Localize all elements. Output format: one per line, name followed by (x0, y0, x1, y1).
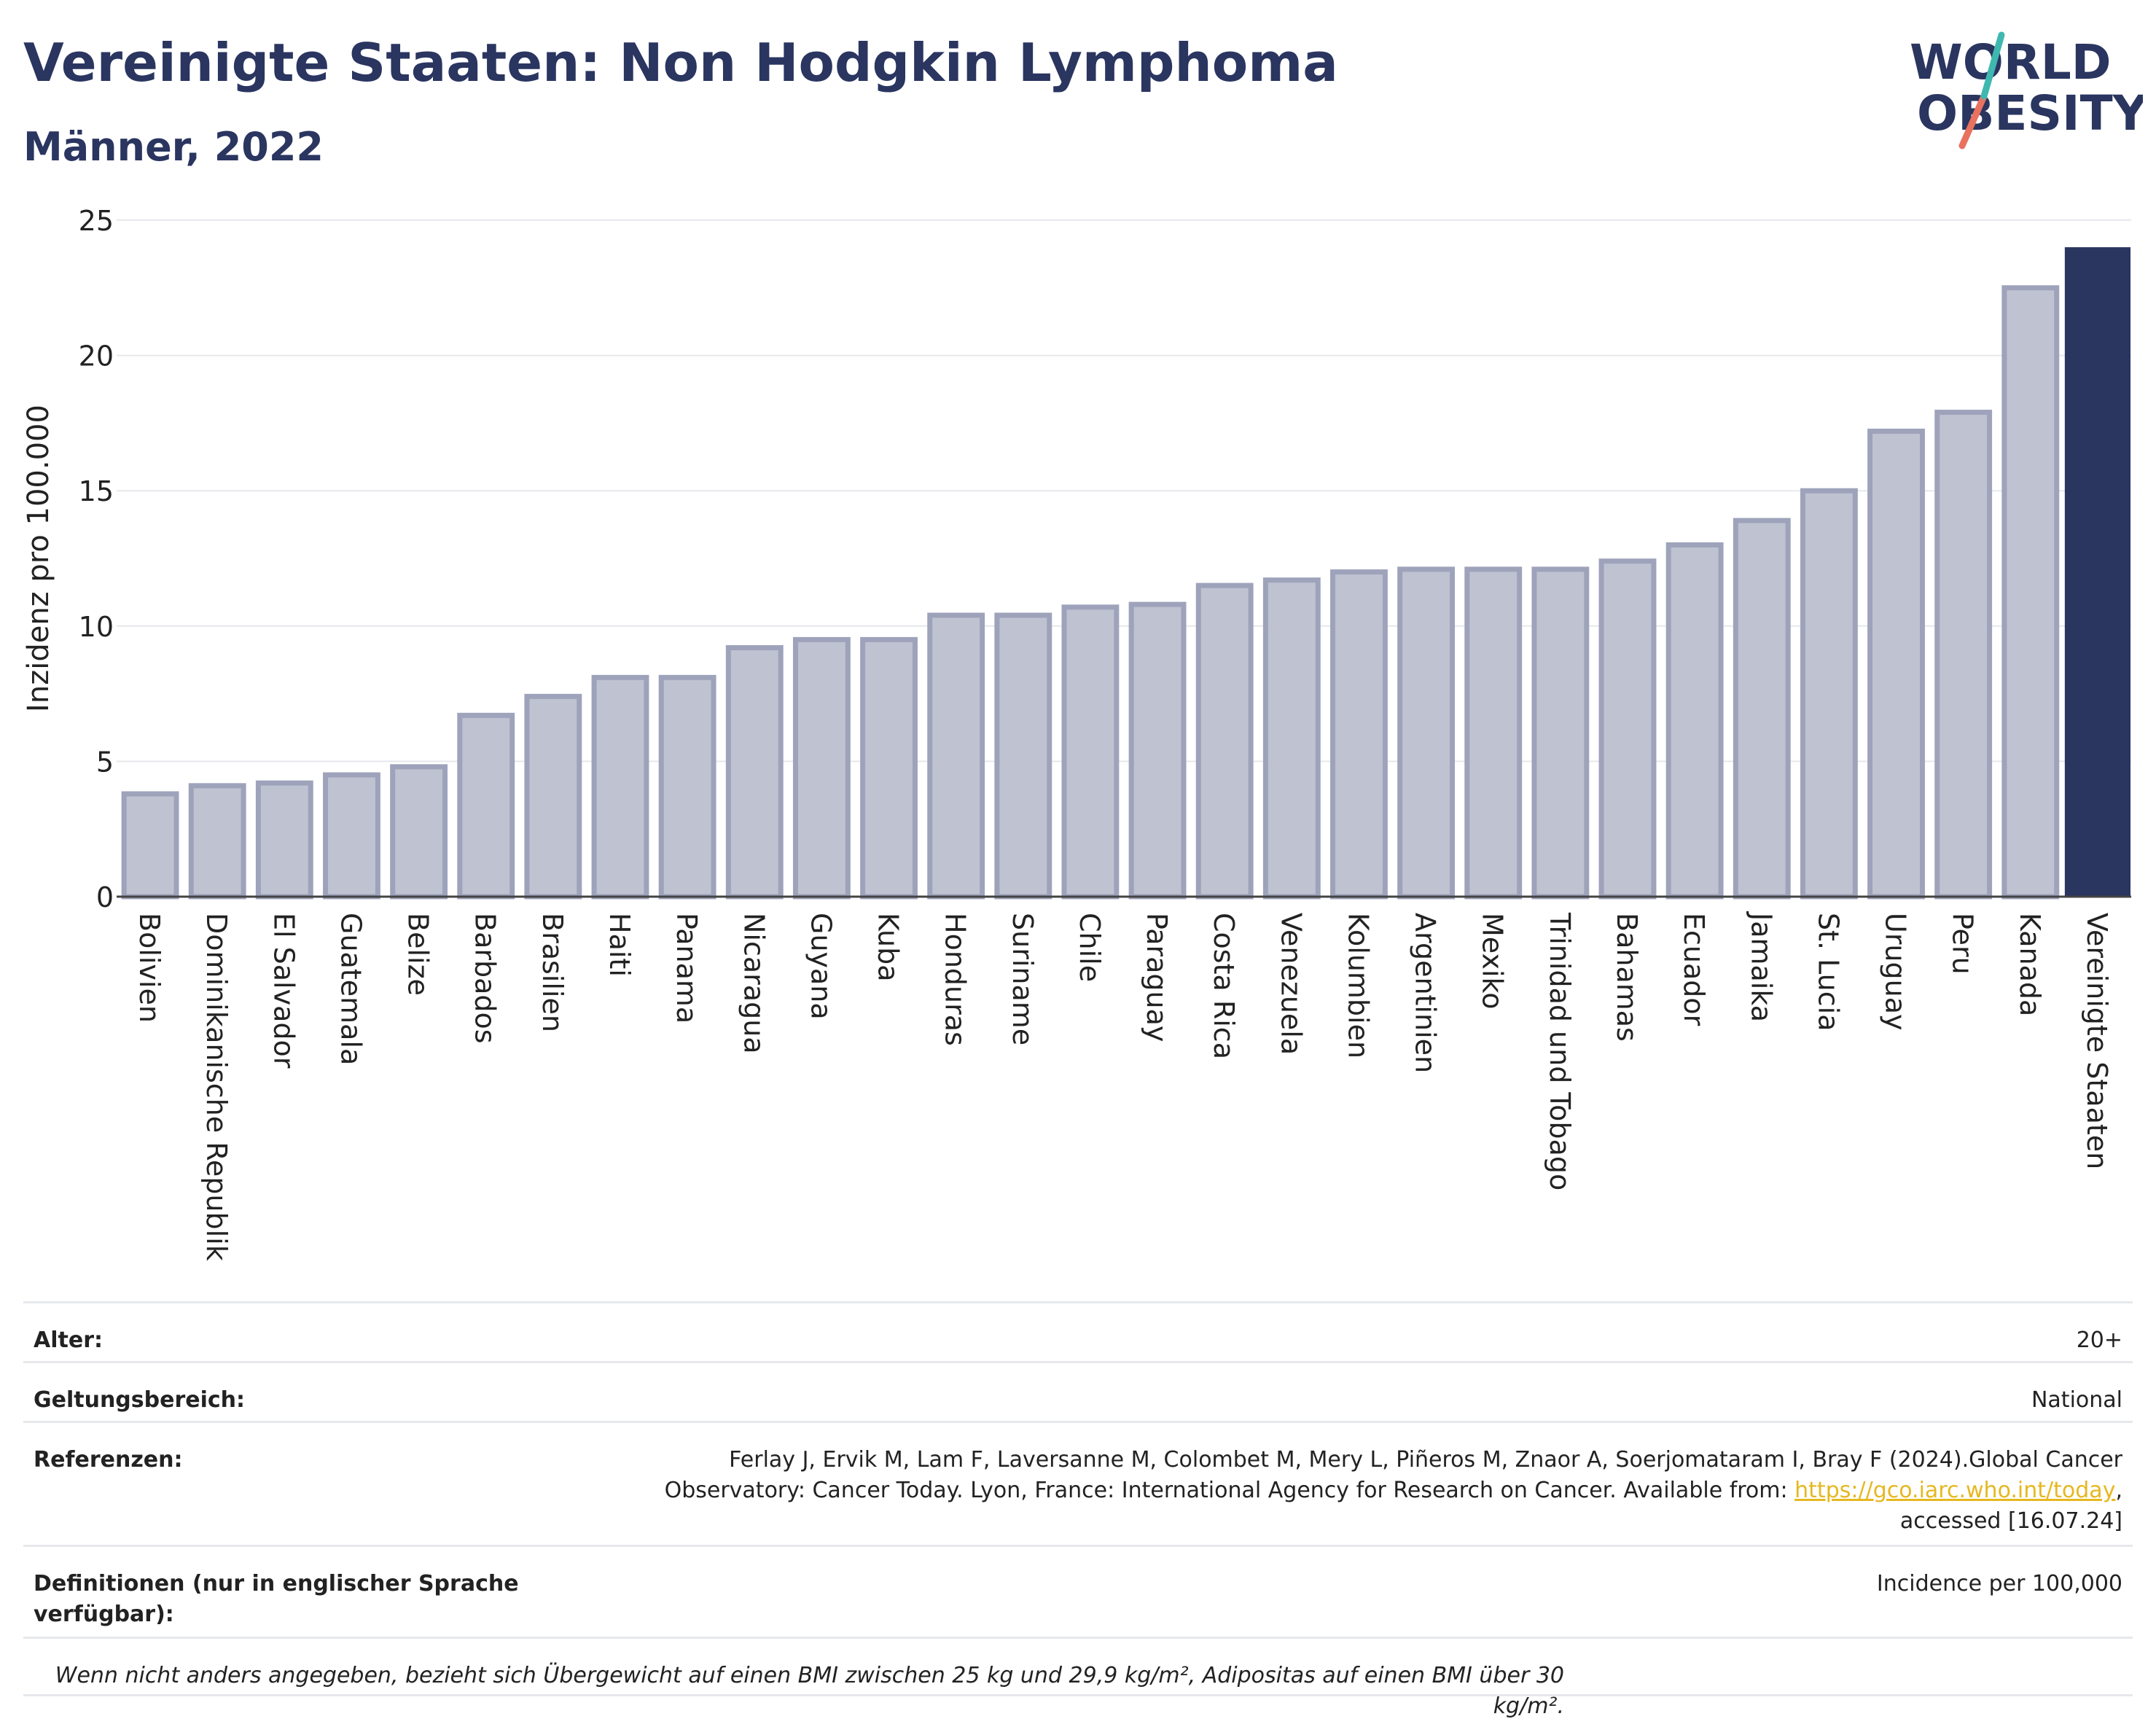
bar (725, 644, 784, 900)
y-axis-label: Inzidenz pro 100.000 (22, 405, 55, 712)
x-tick-label: Panama (671, 913, 703, 1024)
bar (390, 764, 448, 900)
logo-slash-lower (1958, 93, 1988, 149)
logo-line2: OBESITY (1917, 85, 2143, 141)
bar-chart: Inzidenz pro 100.000 0 5 10 15 20 25 Bolivien… (22, 205, 2131, 1261)
bar (1195, 582, 1254, 900)
bar (792, 636, 851, 900)
y-tick-label: 5 (96, 746, 114, 778)
x-tick-label: Trinidad und Tobago (1544, 912, 1576, 1190)
age-value: 20+ (2076, 1327, 2122, 1353)
bar (1934, 410, 1993, 900)
y-tick-label: 20 (79, 340, 114, 373)
references-link[interactable]: https://gco.iarc.who.int/today (1794, 1478, 2116, 1503)
x-tick-label: Bahamas (1611, 913, 1643, 1042)
world-obesity-logo: WORLD OBESITY (1910, 31, 2143, 149)
bar (994, 612, 1052, 900)
bar (1531, 566, 1590, 900)
x-tick-label: Guyana (805, 913, 837, 1020)
references-text: Ferlay J, Ervik M, Lam F, Laversanne M, … (664, 1447, 2122, 1503)
x-tick-label: Guatemala (335, 913, 367, 1065)
y-tick-label: 25 (79, 205, 114, 237)
bar (121, 791, 179, 900)
bar (1598, 558, 1657, 900)
x-tick-label: Nicaragua (738, 913, 770, 1054)
logo-slash-upper (1980, 31, 2005, 100)
x-tick-label: Bolivien (133, 913, 165, 1023)
scope-label: Geltungsbereich: (34, 1387, 246, 1413)
bar (1800, 488, 1858, 900)
bmi-note: Wenn nicht anders angegeben, bezieht sic… (55, 1663, 1564, 1719)
bar (1867, 429, 1925, 900)
bar (1330, 569, 1388, 900)
x-tick-label: Argentinien (1410, 913, 1442, 1073)
bar (1464, 566, 1523, 900)
x-tick-label: Kolumbien (1342, 913, 1374, 1058)
x-tick-label: Chile (1074, 913, 1106, 982)
x-tick-label: Kuba (872, 913, 905, 982)
bar (255, 780, 313, 900)
x-tick-label: Brasilien (536, 913, 569, 1032)
info-table: Alter: 20+ Geltungsbereich: National Ref… (23, 1301, 2133, 1719)
x-tick-label: Dominikanische Republik (200, 913, 233, 1261)
references-label: Referenzen: (34, 1447, 183, 1473)
bar (1733, 518, 1791, 900)
bar (1262, 577, 1321, 900)
page-title: Vereinigte Staaten: Non Hodgkin Lymphoma (23, 32, 1338, 93)
y-tick-label: 0 (96, 881, 114, 913)
definitions-row: Definitionen (nur in englischer Sprache … (23, 1545, 2133, 1637)
bar (1061, 604, 1120, 900)
y-tick-labels: 0 5 10 15 20 25 (79, 205, 114, 913)
y-tick-label: 10 (79, 611, 114, 643)
x-tick-label: Peru (1947, 913, 1979, 975)
bar (1665, 542, 1724, 900)
references-accessed: , accessed [16.07.24] (1899, 1478, 2122, 1534)
scope-row: Geltungsbereich: National (23, 1361, 2133, 1421)
bars (121, 247, 2130, 900)
x-tick-label: St. Lucia (1812, 913, 1844, 1032)
bar (457, 712, 515, 900)
x-tick-label: Venezuela (1275, 913, 1307, 1055)
definitions-label: Definitionen (nur in englischer Sprache … (34, 1571, 519, 1627)
references-row: Referenzen: Ferlay J, Ervik M, Lam F, La… (23, 1421, 2133, 1545)
note-row: Wenn nicht anders angegeben, bezieht sic… (23, 1637, 2133, 1719)
references-value: Ferlay J, Ervik M, Lam F, Laversanne M, … (592, 1445, 2122, 1545)
x-tick-label: Suriname (1007, 913, 1039, 1045)
bar (927, 612, 985, 900)
bar (860, 636, 918, 900)
x-tick-label: Honduras (940, 913, 972, 1046)
x-tick-label: Jamaika (1745, 911, 1777, 1022)
x-tick-label: Belize (402, 913, 434, 996)
x-tick-label: Uruguay (1880, 913, 1912, 1031)
bar (591, 674, 649, 900)
x-tick-labels: Bolivien Dominikanische Republik El Salvad… (133, 911, 2113, 1261)
bar (658, 674, 716, 900)
x-tick-label: Kanada (2014, 913, 2046, 1016)
bar (524, 693, 582, 900)
bar (188, 783, 246, 900)
scope-value: National (2031, 1387, 2122, 1413)
x-tick-label: Barbados (469, 913, 501, 1044)
y-tick-label: 15 (79, 475, 114, 507)
bar (1128, 601, 1187, 900)
x-tick-label: Paraguay (1141, 913, 1173, 1042)
bar (1397, 566, 1456, 900)
bar (2064, 247, 2130, 897)
x-tick-label: Mexiko (1477, 913, 1509, 1009)
logo-line1: WORLD (1910, 34, 2112, 90)
age-row: Alter: 20+ (23, 1301, 2133, 1361)
x-tick-label: Haiti (604, 913, 636, 977)
definitions-value: Incidence per 100,000 (1876, 1571, 2122, 1596)
x-tick-label: Costa Rica (1208, 913, 1240, 1059)
bar (2001, 285, 2060, 900)
x-tick-label: Vereinigte Staaten (2081, 913, 2113, 1169)
bar (323, 772, 380, 900)
page-subtitle: Männer, 2022 (23, 124, 324, 170)
x-tick-label: El Salvador (267, 913, 300, 1069)
x-tick-label: Ecuador (1678, 913, 1710, 1026)
age-label: Alter: (34, 1327, 103, 1353)
